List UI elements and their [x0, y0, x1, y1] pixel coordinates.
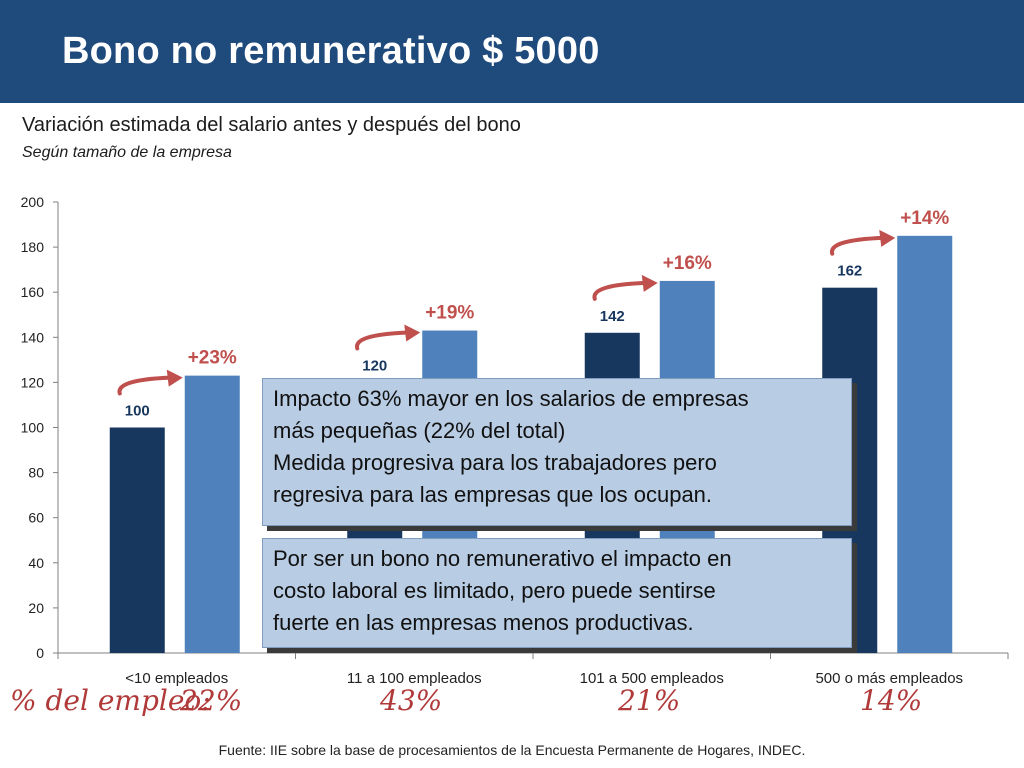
y-tick-label-120: 120	[21, 374, 45, 390]
y-tick-label-160: 160	[21, 284, 45, 300]
y-tick-label-180: 180	[21, 239, 45, 255]
growth-arrow-3	[592, 280, 648, 301]
data-label-1: 100	[125, 403, 150, 420]
growth-arrowhead-4	[879, 229, 896, 247]
callout-labor-line-2: costo laboral es limitado, pero puede se…	[273, 578, 716, 603]
growth-label-1: +23%	[188, 348, 237, 369]
y-tick-label-200: 200	[21, 194, 45, 210]
growth-arrow-2	[355, 330, 411, 351]
employment-label: % del empleo:	[10, 684, 211, 717]
x-tick-label-2: 11 a 100 empleados	[347, 670, 482, 687]
y-tick-label-60: 60	[28, 510, 44, 526]
callout-impact: Impacto 63% mayor en los salarios de emp…	[262, 378, 852, 526]
employment-value-1: 22%	[180, 684, 243, 717]
header-band: Bono no remunerativo $ 5000	[0, 0, 1024, 103]
chart-subsubtitle: Según tamaño de la empresa	[22, 144, 232, 161]
growth-arrowhead-1	[166, 369, 183, 387]
growth-arrowhead-3	[641, 274, 658, 292]
data-label-3: 142	[600, 308, 625, 325]
x-tick-label-3: 101 a 500 empleados	[580, 670, 724, 687]
data-label-4: 162	[837, 263, 862, 280]
employment-value-2: 43%	[380, 684, 443, 717]
x-tick-label-1: <10 empleados	[125, 670, 228, 687]
data-label-2: 120	[362, 357, 387, 374]
callout-impact-line-1: Impacto 63% mayor en los salarios de emp…	[273, 386, 749, 411]
bar-after-4	[897, 235, 953, 653]
y-tick-label-140: 140	[21, 329, 45, 345]
callout-labor-line-3: fuerte en las empresas menos productivas…	[273, 610, 694, 635]
y-tick-label-40: 40	[28, 555, 44, 571]
y-tick-label-0: 0	[36, 645, 44, 661]
growth-arrow-4	[830, 235, 886, 256]
callout-impact-line-3: Medida progresiva para los trabajadores …	[273, 450, 717, 475]
employment-value-3: 21%	[618, 684, 681, 717]
y-tick-label-100: 100	[21, 420, 45, 436]
growth-label-3: +16%	[663, 253, 712, 274]
x-tick-label-4: 500 o más empleados	[815, 670, 963, 687]
callout-impact-line-2: más pequeñas (22% del total)	[273, 418, 566, 443]
chart-subtitle: Variación estimada del salario antes y d…	[22, 114, 521, 136]
bar-after-1	[184, 375, 240, 653]
callout-labor-line-1: Por ser un bono no remunerativo el impac…	[273, 546, 732, 571]
growth-arrow-1	[117, 375, 173, 396]
callout-impact-line-4: regresiva para las empresas que los ocup…	[273, 482, 713, 507]
y-tick-label-80: 80	[28, 465, 44, 481]
page-title: Bono no remunerativo $ 5000	[62, 30, 600, 72]
bar-before-1	[109, 427, 165, 653]
callout-labor-cost: Por ser un bono no remunerativo el impac…	[262, 538, 852, 648]
growth-label-2: +19%	[425, 303, 474, 324]
employment-value-4: 14%	[860, 684, 923, 717]
growth-label-4: +14%	[900, 208, 949, 229]
source-note: Fuente: IIE sobre la base de procesamien…	[218, 742, 806, 758]
y-tick-label-20: 20	[28, 600, 44, 616]
growth-arrowhead-2	[404, 324, 421, 342]
